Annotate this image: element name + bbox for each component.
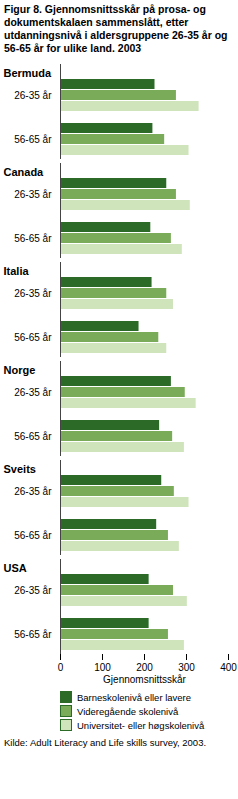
- svg-text:56-65 år: 56-65 år: [14, 233, 52, 244]
- svg-text:56-65 år: 56-65 år: [14, 431, 52, 442]
- svg-text:26-35 år: 26-35 år: [14, 387, 52, 398]
- svg-text:56-65 år: 56-65 år: [14, 332, 52, 343]
- html-text:Videregående skolenivå: Videregående skolenivå: [77, 705, 179, 717]
- svg-text:26-35 år: 26-35 år: [14, 486, 52, 497]
- svg-text:USA: USA: [4, 562, 27, 574]
- svg-text:26-35 år: 26-35 år: [14, 585, 52, 596]
- html-text:Barneskolenivå eller lavere: Barneskolenivå eller lavere: [77, 691, 192, 703]
- svg-text:Norge: Norge: [4, 364, 36, 376]
- svg-text:56-65 år: 56-65 år: [14, 629, 52, 640]
- svg-text:56-65 år: 56-65 år: [14, 134, 52, 145]
- html-text:Universitet- eller høgskoleniv: Universitet- eller høgskolenivå: [77, 719, 205, 731]
- svg-text:56-65 år: 56-65 år: [14, 530, 52, 541]
- svg-text:300: 300: [178, 662, 195, 673]
- svg-text:Gjennomsnittsskår: Gjennomsnittsskår: [103, 674, 186, 685]
- svg-text:Bermuda: Bermuda: [4, 67, 53, 79]
- svg-text:Canada: Canada: [4, 166, 45, 178]
- svg-text:26-35 år: 26-35 år: [14, 90, 52, 101]
- svg-text:26-35 år: 26-35 år: [14, 288, 52, 299]
- svg-text:100: 100: [94, 662, 111, 673]
- svg-text:0: 0: [58, 662, 64, 673]
- html-text:Kilde: Adult Literacy and Life: Kilde: Adult Literacy and Life skills su…: [4, 737, 207, 748]
- svg-text:26-35 år: 26-35 år: [14, 189, 52, 200]
- svg-text:400: 400: [220, 662, 237, 673]
- svg-text:Sveits: Sveits: [4, 463, 36, 475]
- svg-text:Italia: Italia: [4, 265, 30, 277]
- html-text:Figur 8. Gjennomsnittsskår på: Figur 8. Gjennomsnittsskår på prosa- og …: [4, 3, 228, 54]
- svg-text:200: 200: [136, 662, 153, 673]
